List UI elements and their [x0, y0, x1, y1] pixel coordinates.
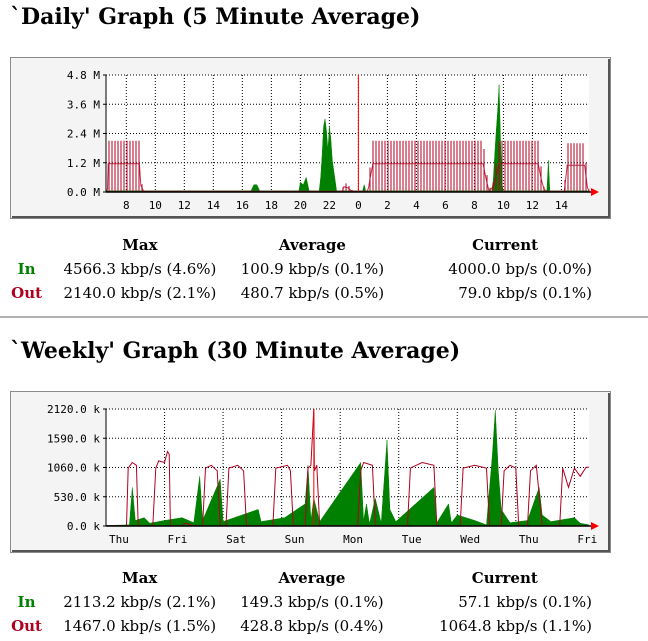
daily-x-tick-label: 6 — [442, 199, 449, 212]
weekly-y-tick-label: 1060.0 k — [47, 462, 100, 475]
weekly-out-current: 1064.8 kbp/s (1.1%) — [439, 617, 592, 635]
daily-out-label: Out — [11, 284, 43, 302]
daily-x-tick-label: 8 — [123, 199, 130, 212]
daily-in-average: 100.9 kbp/s (0.1%) — [240, 260, 385, 278]
weekly-x-tick-label: Thu — [109, 533, 129, 546]
daily-y-tick-label: 3.6 M — [67, 98, 100, 111]
weekly-in-max: 2113.2 kbp/s (2.1%) — [63, 593, 217, 611]
weekly-x-tick-label: Sat — [226, 533, 246, 546]
weekly-x-tick-label: Fri — [577, 533, 597, 546]
daily-x-tick-label: 12 — [178, 199, 191, 212]
weekly-in-row: In 2113.2 kbp/s (2.1%) 149.3 kbp/s (0.1%… — [0, 590, 600, 614]
weekly-x-tick-label: Wed — [460, 533, 480, 546]
daily-x-tick-label: 22 — [323, 199, 336, 212]
daily-out-max: 2140.0 kbp/s (2.1%) — [63, 284, 217, 302]
weekly-x-tick-label: Tue — [402, 533, 422, 546]
daily-y-tick-label: 4.8 M — [67, 69, 100, 82]
weekly-graph-frame: 0.0 k 530.0 k 1060.0 k 1590.0 k 2120.0 k Thu F… — [10, 391, 611, 553]
daily-x-tick-label: 18 — [265, 199, 278, 212]
daily-graph-title: `Daily' Graph (5 Minute Average) — [10, 4, 421, 30]
weekly-stats: Max Average Current In 2113.2 kbp/s (2.1… — [0, 566, 600, 638]
weekly-y-tick-label: 530.0 k — [54, 491, 101, 504]
weekly-in-average: 149.3 kbp/s (0.1%) — [240, 593, 384, 611]
daily-x-tick-label: 10 — [149, 199, 162, 212]
daily-x-tick-label: 12 — [526, 199, 539, 212]
daily-in-current: 4000.0 bp/s (0.0%) — [448, 260, 592, 278]
weekly-header-average: Average — [278, 569, 346, 587]
daily-x-tick-label: 4 — [413, 199, 420, 212]
weekly-x-tick-label: Thu — [519, 533, 539, 546]
daily-x-axis-arrow — [591, 188, 599, 196]
weekly-in-current: 57.1 kbp/s (0.1%) — [458, 593, 592, 611]
daily-header-current: Current — [472, 236, 539, 254]
daily-x-tick-label: 10 — [497, 199, 510, 212]
daily-in-max: 4566.3 kbp/s (4.6%) — [63, 260, 217, 278]
weekly-graph-title: `Weekly' Graph (30 Minute Average) — [10, 338, 461, 364]
weekly-header-current: Current — [471, 569, 538, 587]
weekly-out-row: Out 1467.0 kbp/s (1.5%) 428.8 kbp/s (0.4… — [0, 614, 600, 638]
daily-x-tick-label: 20 — [294, 199, 307, 212]
weekly-out-label: Out — [11, 617, 42, 635]
daily-stats: Max Average Current In 4566.3 kbp/s (4.6… — [0, 233, 600, 305]
daily-out-current: 79.0 kbp/s (0.1%) — [458, 284, 592, 302]
daily-graph-frame: 0.0 M 1.2 M 2.4 M 3.6 M 4.8 M 8 10 12 14 16 18 20 22… — [10, 57, 611, 219]
daily-y-tick-label: 0.0 M — [67, 186, 100, 199]
weekly-out-average: 428.8 kbp/s (0.4%) — [240, 617, 384, 635]
weekly-y-tick-label: 1590.0 k — [47, 432, 100, 445]
daily-x-tick-label: 14 — [555, 199, 569, 212]
weekly-x-axis-arrow — [591, 522, 599, 530]
daily-x-tick-label: 2 — [384, 199, 391, 212]
daily-in-row: In 4566.3 kbp/s (4.6%) 100.9 kbp/s (0.1%… — [0, 257, 600, 281]
weekly-out-max: 1467.0 kbp/s (1.5%) — [63, 617, 217, 635]
daily-traffic-chart: 0.0 M1.2 M2.4 M3.6 M4.8 M8 10 12 14 16 18 20 22… — [10, 57, 611, 219]
daily-x-tick-label: 16 — [236, 199, 249, 212]
daily-x-tick-label: 14 — [207, 199, 221, 212]
section-divider — [0, 316, 648, 318]
daily-out-row: Out 2140.0 kbp/s (2.1%) 480.7 kbp/s (0.5… — [0, 281, 600, 305]
weekly-x-tick-label: Mon — [343, 533, 363, 546]
daily-in-label: In — [17, 260, 36, 278]
weekly-y-tick-label: 0.0 k — [67, 520, 100, 533]
daily-header-max: Max — [122, 236, 158, 254]
weekly-traffic-chart: 0.0 k 530.0 k 1060.0 k 1590.0 k 2120.0 k Thu F… — [10, 391, 611, 553]
daily-x-tick-label: 0 — [355, 199, 362, 212]
daily-header-average: Average — [278, 236, 346, 254]
weekly-x-tick-label: Fri — [168, 533, 188, 546]
daily-y-tick-label: 2.4 M — [67, 128, 100, 141]
weekly-x-tick-label: Sun — [285, 533, 305, 546]
daily-y-tick-label: 1.2 M — [67, 157, 100, 170]
weekly-header-max: Max — [122, 569, 158, 587]
weekly-y-tick-label: 2120.0 k — [47, 403, 100, 416]
daily-out-average: 480.7 kbp/s (0.5%) — [240, 284, 385, 302]
weekly-in-label: In — [17, 593, 36, 611]
daily-x-tick-label: 8 — [471, 199, 478, 212]
